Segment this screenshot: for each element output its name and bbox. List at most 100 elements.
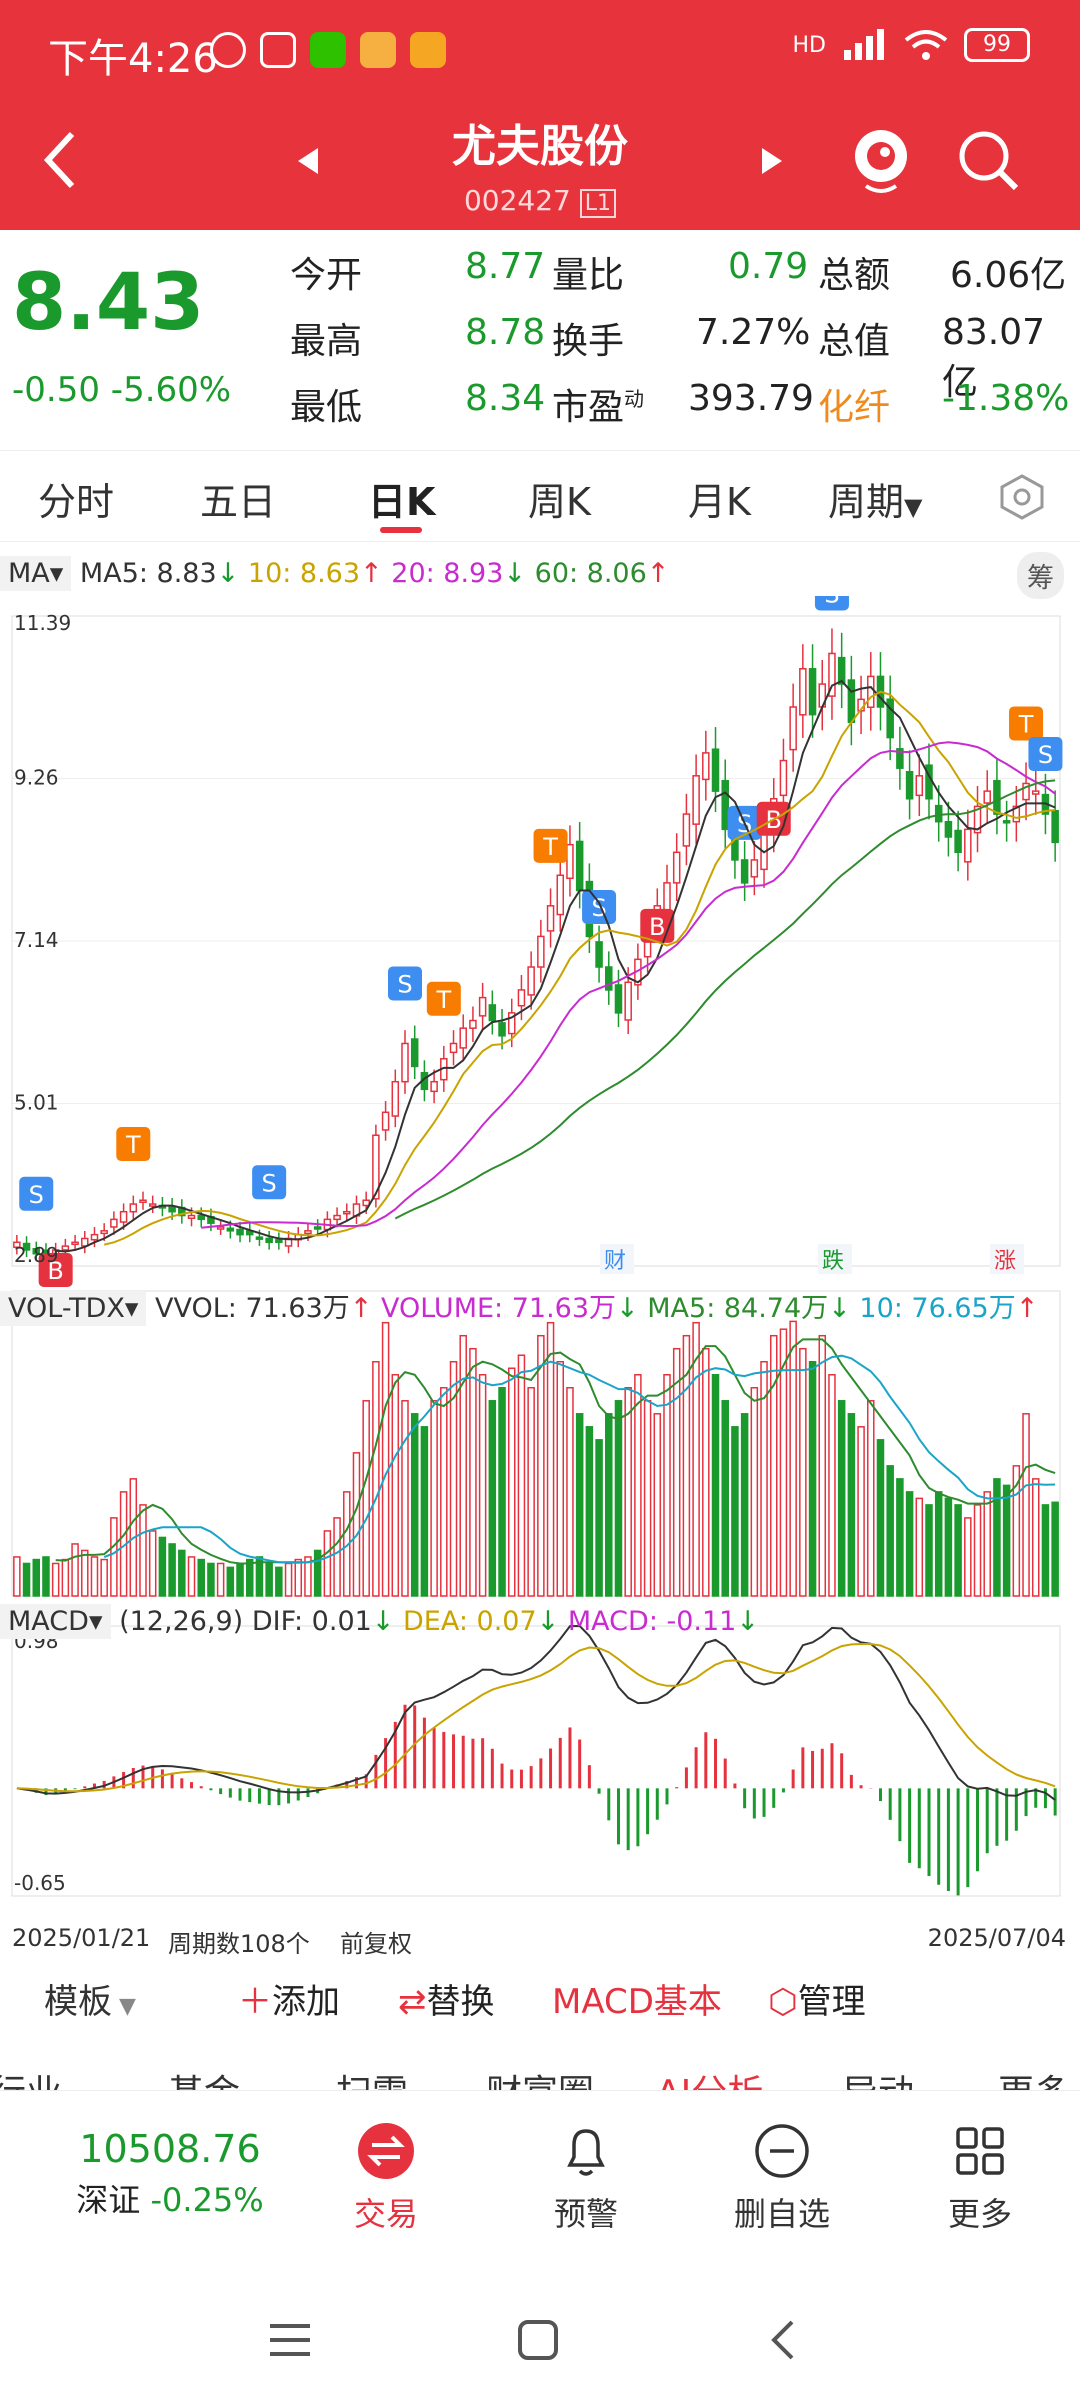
vol-selector[interactable]: VOL-TDX▾	[0, 1291, 147, 1326]
active-tab-indicator	[380, 527, 422, 533]
candle-body	[1012, 805, 1021, 823]
event-tag: 财	[604, 1249, 626, 1274]
macd-basic-button[interactable]: MACD基本	[552, 1982, 722, 2022]
price-tick-label: 11.39	[14, 611, 71, 635]
battery-icon: 99	[964, 28, 1030, 62]
trade-signal-marker	[252, 1165, 287, 1200]
volume-bar	[867, 1400, 875, 1597]
manage-button[interactable]: ⬡管理	[768, 1974, 866, 2023]
candle-body	[847, 679, 856, 724]
assistant-icon[interactable]	[848, 124, 914, 196]
candle-body	[779, 759, 788, 797]
volume-bar	[294, 1558, 303, 1597]
chip-button[interactable]: 筹	[1017, 552, 1064, 599]
trade-signal-label: T	[125, 1131, 141, 1159]
pe-sup: 动	[624, 387, 645, 411]
prev-stock-icon[interactable]	[296, 146, 320, 176]
volume-value: VOLUME: 71.63万	[380, 1293, 617, 1324]
tab-five-day[interactable]: 五日	[200, 480, 277, 524]
volume-bar	[323, 1530, 332, 1597]
pe-value: 393.79	[688, 378, 814, 419]
next-stock-icon[interactable]	[760, 146, 784, 176]
volume-bar	[178, 1549, 186, 1597]
tab-daily-k[interactable]: 日K	[368, 480, 436, 524]
candle-body	[944, 820, 953, 838]
candle-body	[556, 874, 565, 916]
current-price: 8.43	[12, 258, 205, 348]
volume-bar	[507, 1367, 516, 1597]
back-nav-icon[interactable]	[768, 2318, 798, 2362]
candle-body	[537, 935, 545, 968]
home-icon[interactable]	[516, 2318, 560, 2362]
vol-ma10-arrow-icon: ↑	[1015, 1293, 1039, 1324]
trade-icon	[358, 2123, 414, 2179]
candle-body	[507, 1012, 516, 1035]
candle-body	[1002, 820, 1011, 824]
index-quote[interactable]: 10508.76 深证 -0.25%	[50, 2127, 290, 2221]
event-tag-box	[600, 1244, 634, 1274]
tab-period[interactable]: 周期▼	[828, 471, 922, 526]
period-tabs: 分时 五日 日K 周K 月K 周期▼	[0, 450, 1080, 542]
tab-weekly-k[interactable]: 周K	[528, 480, 591, 524]
low-label: 最低	[290, 387, 363, 428]
tab-monthly-k[interactable]: 月K	[688, 480, 751, 524]
kline-chart-area[interactable]: SBTSSTTSBSBSTS 11.399.267.145.012.89财跌涨2…	[0, 576, 1080, 1916]
volume-bar	[789, 1320, 797, 1597]
volume-bar	[643, 1400, 652, 1597]
replace-icon: ⇄	[398, 1982, 427, 2022]
sector-value: -1.38%	[942, 378, 1070, 419]
volume-bar	[799, 1347, 807, 1597]
candle-body	[187, 1214, 196, 1219]
template-button[interactable]: 模板 ▼	[44, 1974, 136, 2023]
candle-body	[1022, 782, 1030, 801]
volume-bar	[265, 1562, 273, 1597]
sector-label[interactable]: 化纤	[818, 387, 891, 428]
wifi-icon	[904, 30, 948, 60]
replace-button[interactable]: ⇄替换	[398, 1974, 495, 2023]
nav-trade[interactable]: 交易	[336, 2121, 436, 2235]
candle-body	[333, 1214, 341, 1221]
candle-body	[71, 1241, 79, 1246]
volume-bar	[61, 1558, 70, 1597]
volume-bar	[614, 1400, 623, 1597]
manage-icon: ⬡	[768, 1982, 798, 2022]
nav-more[interactable]: 更多	[930, 2121, 1030, 2235]
volume-bar	[527, 1387, 535, 1597]
volume-bar	[682, 1334, 691, 1597]
dif-arrow-icon: ↓	[371, 1606, 395, 1637]
pe-label-text: 市盈	[552, 387, 625, 428]
vol-selector-label: VOL-TDX	[8, 1293, 125, 1324]
volume-bar	[808, 1360, 817, 1597]
volume-bar	[973, 1504, 982, 1597]
mktcap-label: 总值	[818, 321, 891, 362]
candle-body	[129, 1203, 138, 1213]
back-icon[interactable]	[40, 130, 80, 190]
nav-remove-watch[interactable]: 删自选	[722, 2121, 842, 2235]
volume-legend: VOL-TDX▾ VVOL: 71.63万↑ VOLUME: 71.63万↓ M…	[0, 1286, 1080, 1326]
candle-body	[517, 989, 526, 1007]
price-tick-label: 9.26	[14, 766, 59, 790]
nav-alert[interactable]: 预警	[536, 2121, 636, 2235]
volume-bar	[430, 1400, 438, 1597]
level-badge: L1	[579, 189, 617, 218]
candle-body	[22, 1242, 31, 1251]
template-label: 模板	[44, 1982, 112, 2022]
macd-selector[interactable]: MACD▾	[0, 1604, 111, 1639]
system-nav-bar	[0, 2250, 1080, 2400]
kline-svg[interactable]: SBTSSTTSBSBSTS 11.399.267.145.012.89财跌涨2…	[0, 576, 1080, 1916]
add-button[interactable]: ＋添加	[238, 1974, 340, 2023]
volume-bar	[1041, 1504, 1050, 1597]
search-icon[interactable]	[956, 128, 1020, 192]
settings-hexagon-icon[interactable]	[998, 473, 1046, 521]
volume-bar	[226, 1566, 235, 1597]
tab-intraday[interactable]: 分时	[38, 480, 115, 524]
volume-bar	[401, 1400, 409, 1597]
nav-remove-watch-label: 删自选	[733, 2195, 830, 2233]
candle-body	[401, 1042, 409, 1083]
ma60-arrow-icon: ↑	[646, 558, 670, 589]
ma-selector[interactable]: MA▾	[0, 556, 72, 591]
menu-icon[interactable]	[268, 2320, 312, 2360]
candle-body	[110, 1218, 118, 1228]
volume-bar	[847, 1413, 856, 1597]
candle-body	[750, 859, 759, 878]
